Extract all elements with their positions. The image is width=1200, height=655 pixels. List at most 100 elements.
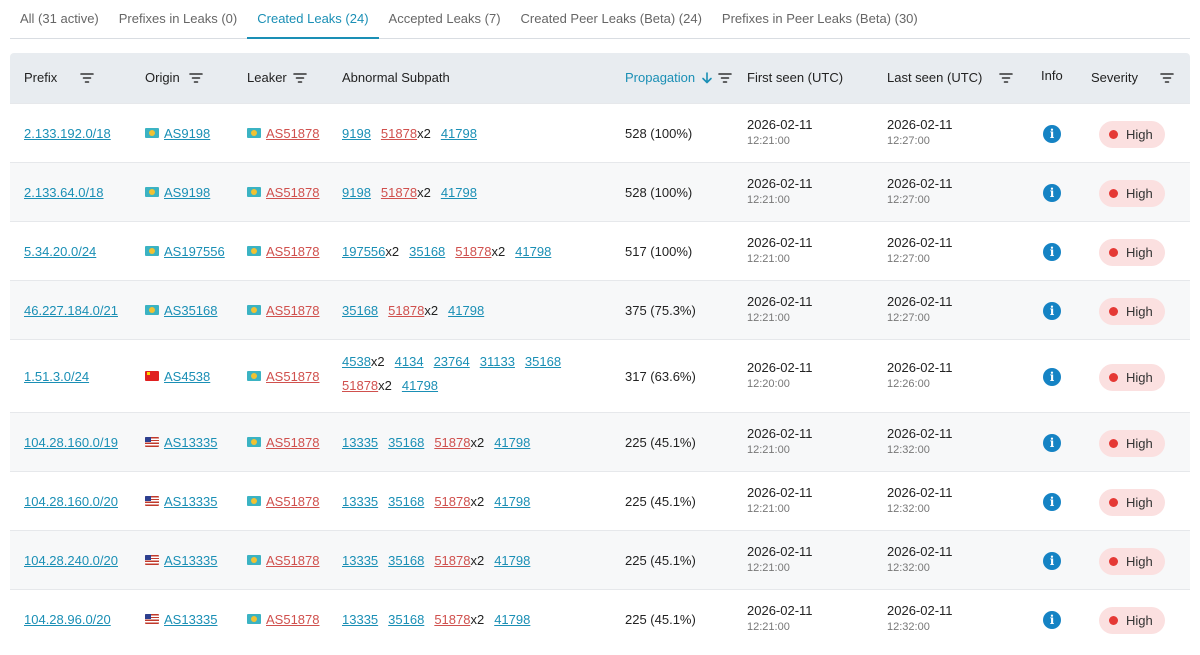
abnormal-subpath: 197556x2 35168 51878x2 41798 xyxy=(342,240,617,264)
asn-link[interactable]: 41798 xyxy=(515,243,552,259)
asn-link[interactable]: 41798 xyxy=(440,184,477,200)
asn-link[interactable]: 41798 xyxy=(494,493,531,509)
severity-badge: High xyxy=(1099,429,1165,457)
first-seen-time: 12:21:00 xyxy=(747,252,790,265)
asn-link[interactable]: 35168 xyxy=(388,611,425,627)
asn-link[interactable]: 51878 xyxy=(380,184,418,200)
asn-link[interactable]: 51878 xyxy=(434,611,471,627)
info-icon[interactable]: i xyxy=(1043,183,1061,202)
prefix-link[interactable]: 2.133.64.0/18 xyxy=(24,184,104,200)
prefix-link[interactable]: 104.28.160.0/20 xyxy=(24,493,118,509)
origin-link[interactable]: AS9198 xyxy=(164,125,211,141)
sort-descending-icon[interactable] xyxy=(700,71,714,85)
asn-link[interactable]: 31133 xyxy=(479,354,515,369)
tab-created-peer-leaks[interactable]: Created Peer Leaks (Beta) (24) xyxy=(520,11,702,26)
asn-link[interactable]: 35168 xyxy=(388,434,425,450)
prefix-link[interactable]: 5.34.20.0/24 xyxy=(24,243,97,259)
filter-icon[interactable] xyxy=(80,71,94,85)
leaker-link[interactable]: AS51878 xyxy=(266,368,320,384)
first-seen-time: 12:21:00 xyxy=(747,443,790,456)
origin-link[interactable]: AS35168 xyxy=(164,302,218,318)
asn-link[interactable]: 51878 xyxy=(342,378,379,393)
info-icon[interactable]: i xyxy=(1043,551,1061,570)
asn-link[interactable]: 35168 xyxy=(388,493,425,509)
last-seen-date: 2026-02-11 xyxy=(887,484,953,500)
prefix-link[interactable]: 46.227.184.0/21 xyxy=(24,302,118,318)
info-icon[interactable]: i xyxy=(1043,367,1061,386)
asn-link[interactable]: 9198 xyxy=(342,184,371,200)
origin-link[interactable]: AS13335 xyxy=(164,493,218,509)
flag-us-icon xyxy=(145,555,159,565)
asn-link[interactable]: 41798 xyxy=(440,125,477,141)
asn-link[interactable]: 4538 xyxy=(342,354,371,369)
tab-prefixes-in-leaks[interactable]: Prefixes in Leaks (0) xyxy=(118,11,238,26)
filter-icon[interactable] xyxy=(293,71,307,85)
info-icon[interactable]: i xyxy=(1043,301,1061,320)
first-seen-date: 2026-02-11 xyxy=(747,234,813,250)
asn-link[interactable]: 4134 xyxy=(394,354,424,369)
origin-link[interactable]: AS13335 xyxy=(164,611,218,627)
asn-link[interactable]: 51878 xyxy=(380,125,418,141)
flag-kz-icon xyxy=(247,187,261,197)
asn-link[interactable]: 51878 xyxy=(434,493,471,509)
filter-icon[interactable] xyxy=(718,71,732,85)
asn-link[interactable]: 35168 xyxy=(524,354,562,369)
origin-link[interactable]: AS13335 xyxy=(164,552,218,568)
asn-link[interactable]: 13335 xyxy=(342,434,379,450)
tab-prefixes-in-peer-leaks[interactable]: Prefixes in Peer Leaks (Beta) (30) xyxy=(721,11,918,26)
subpath-hop: 197556x2 xyxy=(342,240,399,264)
asn-link[interactable]: 41798 xyxy=(494,552,531,568)
asn-link[interactable]: 197556 xyxy=(342,243,386,259)
origin-link[interactable]: AS13335 xyxy=(164,434,218,450)
filter-icon[interactable] xyxy=(999,71,1013,85)
info-icon[interactable]: i xyxy=(1043,242,1061,261)
asn-link[interactable]: 41798 xyxy=(401,378,439,393)
asn-link[interactable]: 35168 xyxy=(388,552,425,568)
asn-link[interactable]: 35168 xyxy=(342,302,379,318)
origin-link[interactable]: AS9198 xyxy=(164,184,211,200)
prefix-link[interactable]: 104.28.160.0/19 xyxy=(24,434,118,450)
leaker-link[interactable]: AS51878 xyxy=(266,184,320,200)
column-header-propagation[interactable]: Propagation xyxy=(625,70,696,85)
leaker-link[interactable]: AS51878 xyxy=(266,552,320,568)
leaker-link[interactable]: AS51878 xyxy=(266,302,320,318)
leaker-link[interactable]: AS51878 xyxy=(266,243,320,259)
tab-all[interactable]: All (31 active) xyxy=(20,11,99,26)
severity-badge: High xyxy=(1099,488,1165,516)
prefix-link[interactable]: 2.133.192.0/18 xyxy=(24,125,111,141)
tab-accepted-leaks[interactable]: Accepted Leaks (7) xyxy=(388,11,501,26)
info-icon[interactable]: i xyxy=(1043,492,1061,511)
asn-link[interactable]: 13335 xyxy=(342,493,379,509)
asn-link[interactable]: 51878 xyxy=(388,302,425,318)
info-icon[interactable]: i xyxy=(1043,610,1061,629)
filter-icon[interactable] xyxy=(189,71,203,85)
asn-link[interactable]: 23764 xyxy=(433,354,470,369)
first-seen-date: 2026-02-11 xyxy=(747,175,813,191)
leaker-link[interactable]: AS51878 xyxy=(266,493,320,509)
info-icon[interactable]: i xyxy=(1043,433,1061,452)
origin-link[interactable]: AS197556 xyxy=(164,243,225,259)
severity-dot-icon xyxy=(1109,129,1118,139)
asn-link[interactable]: 9198 xyxy=(342,125,371,141)
asn-link[interactable]: 35168 xyxy=(409,243,446,259)
prefix-link[interactable]: 1.51.3.0/24 xyxy=(24,368,90,384)
asn-link[interactable]: 13335 xyxy=(342,552,379,568)
info-icon[interactable]: i xyxy=(1043,124,1061,143)
leaker-link[interactable]: AS51878 xyxy=(266,434,320,450)
asn-link[interactable]: 51878 xyxy=(434,552,471,568)
asn-link[interactable]: 13335 xyxy=(342,611,379,627)
asn-link[interactable]: 41798 xyxy=(494,611,531,627)
leaker-link[interactable]: AS51878 xyxy=(266,125,320,141)
asn-link[interactable]: 51878 xyxy=(434,434,471,450)
origin-link[interactable]: AS4538 xyxy=(164,368,211,384)
filter-icon[interactable] xyxy=(1160,71,1174,85)
tab-created-leaks[interactable]: Created Leaks (24) xyxy=(247,0,379,39)
asn-link[interactable]: 51878 xyxy=(455,243,492,259)
prefix-link[interactable]: 104.28.96.0/20 xyxy=(24,611,111,627)
prefix-link[interactable]: 104.28.240.0/20 xyxy=(24,552,118,568)
flag-kz-icon xyxy=(247,555,261,565)
asn-link[interactable]: 41798 xyxy=(448,302,485,318)
leaker-link[interactable]: AS51878 xyxy=(266,611,320,627)
flag-kz-icon xyxy=(145,128,159,138)
asn-link[interactable]: 41798 xyxy=(494,434,531,450)
